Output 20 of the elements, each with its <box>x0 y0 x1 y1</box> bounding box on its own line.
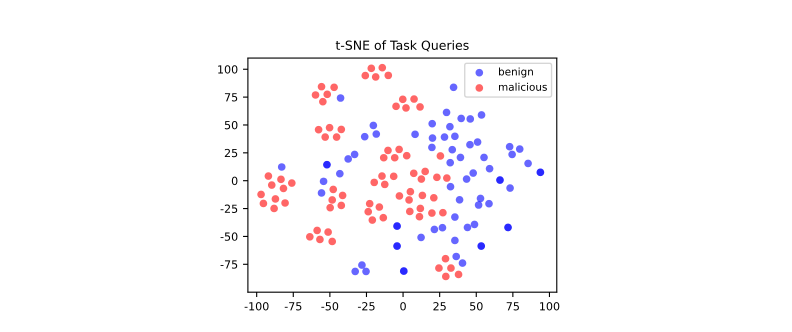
y-tick-label: -50 <box>220 232 238 241</box>
x-tick-label: -100 <box>244 302 269 310</box>
legend-label: benign <box>499 67 533 78</box>
legend-label: malicious <box>499 82 547 91</box>
y-tick-label: 75 <box>224 93 238 102</box>
x-tick-label: -50 <box>321 302 338 310</box>
y-tick-label: 50 <box>224 120 238 130</box>
y-tick-label: 0 <box>232 176 238 186</box>
y-tick-label: -75 <box>220 260 238 269</box>
x-tick-label: 0 <box>400 302 406 310</box>
y-tick-label: 100 <box>218 65 238 74</box>
x-tick-label: -25 <box>358 302 375 310</box>
x-tick-label: 50 <box>470 302 483 310</box>
x-tick-label: 100 <box>540 302 560 310</box>
x-tick-label: -75 <box>284 302 302 310</box>
y-tick-label: 25 <box>224 148 238 158</box>
x-tick-label: 25 <box>433 302 446 310</box>
y-tick-label: -25 <box>220 204 238 213</box>
chart-title: t-SNE of Task Queries <box>336 40 469 52</box>
x-tick-label: 75 <box>506 302 519 310</box>
